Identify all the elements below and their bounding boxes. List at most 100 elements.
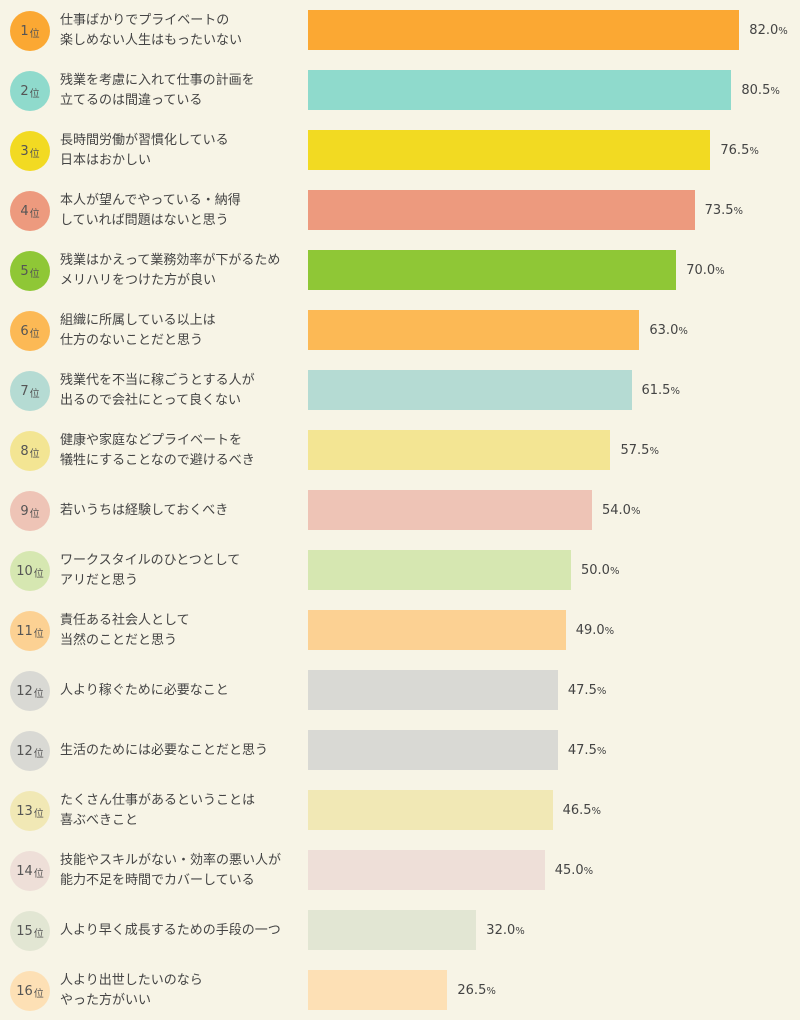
data-label-unit: % (591, 806, 602, 817)
data-label-value: 70.0 (686, 263, 716, 278)
chart-row: 15 位人より早く成長するための手段の一つ 32.0% (0, 900, 800, 960)
category-label-line: 人より出世したいのなら (60, 973, 203, 988)
category-label-line: アリだと思う (60, 573, 139, 588)
chart-row: 5 位残業はかえって業務効率が下がるため メリハリをつけた方が良い 70.0% (0, 240, 800, 300)
data-label-unit: % (749, 146, 759, 157)
rank-number: 10 (16, 563, 33, 579)
chart-row: 16 位人より出世したいのなら やった方がいい 26.5% (0, 960, 800, 1020)
chart-row: 1 位仕事ばかりでプライベートの 楽しめない人生はもったいない 82.0% (0, 0, 800, 60)
data-label-unit: % (649, 446, 659, 457)
chart-row: 8 位健康や家庭などプライベートを 犠牲にすることなので避けるべき 57.5% (0, 420, 800, 480)
data-label-unit: % (596, 746, 607, 757)
category-label-line: 残業はかえって業務効率が下がるため (60, 253, 281, 268)
rank-suffix: 位 (29, 148, 40, 160)
data-label: 47.5% (568, 730, 606, 770)
chart-row: 2 位残業を考慮に入れて仕事の計画を 立てるのは間違っている 80.5% (0, 60, 800, 120)
data-label-unit: % (678, 326, 688, 337)
category-label: 長時間労働が習慣化している 日本はおかしい (60, 130, 305, 172)
data-label: 50.0% (581, 550, 619, 590)
bar (308, 790, 553, 830)
rank-number: 6 (20, 323, 29, 339)
category-label-line: 生活のためには必要なことだと思う (60, 743, 269, 758)
rank-number: 15 (16, 923, 33, 939)
data-label-unit: % (486, 986, 496, 997)
rank-badge: 12 位 (10, 671, 50, 711)
data-label-value: 47.5 (567, 683, 597, 698)
data-label-unit: % (778, 26, 788, 37)
data-label-value: 32.0 (486, 923, 516, 938)
data-label-value: 76.5 (720, 143, 750, 158)
rank-badge: 10 位 (10, 551, 50, 591)
category-label: 若いうちは経験しておくべき (60, 490, 305, 532)
data-label-unit: % (733, 206, 744, 217)
rank-suffix: 位 (33, 748, 44, 760)
data-label-value: 50.0 (581, 563, 610, 578)
bar (308, 490, 592, 530)
rank-suffix: 位 (33, 688, 44, 700)
category-label-line: メリハリをつけた方が良い (60, 273, 217, 288)
rank-number: 13 (16, 803, 33, 819)
data-label-unit: % (715, 266, 725, 277)
rank-suffix: 位 (33, 568, 44, 580)
category-label-line: 責任ある社会人として (60, 613, 190, 628)
data-label-unit: % (609, 566, 620, 577)
bar (308, 430, 611, 470)
rank-number: 2 (20, 83, 29, 99)
rank-suffix: 位 (33, 928, 44, 940)
data-label-value: 57.5 (620, 443, 650, 458)
rank-suffix: 位 (29, 508, 40, 520)
category-label: たくさん仕事があるということは 喜ぶべきこと (60, 790, 305, 832)
data-label-value: 82.0 (749, 23, 779, 38)
category-label-line: していれば問題はないと思う (60, 213, 229, 228)
chart-row: 13 位たくさん仕事があるということは 喜ぶべきこと 46.5% (0, 780, 800, 840)
data-label-unit: % (630, 506, 641, 517)
data-label-unit: % (770, 86, 780, 97)
rank-badge: 16 位 (10, 971, 50, 1011)
bar (308, 730, 558, 770)
category-label-line: 組織に所属している以上は (60, 313, 216, 328)
data-label-value: 80.5 (741, 83, 771, 98)
category-label: 人より稼ぐために必要なこと (60, 670, 305, 712)
rank-badge: 13 位 (10, 791, 50, 831)
data-label-unit: % (604, 626, 615, 637)
category-label-line: やった方がいい (60, 993, 152, 1008)
bar (308, 10, 740, 50)
category-label: 本人が望んでやっている・納得 していれば問題はないと思う (60, 190, 305, 232)
bar (308, 250, 677, 290)
data-label-value: 61.5 (641, 383, 671, 398)
data-label-value: 49.0 (575, 623, 605, 638)
chart-row: 3 位長時間労働が習慣化している 日本はおかしい 76.5% (0, 120, 800, 180)
rank-number: 4 (20, 203, 29, 219)
chart-row: 7 位残業代を不当に稼ごうとする人が 出るので会社にとって良くない 61.5% (0, 360, 800, 420)
rank-suffix: 位 (33, 868, 44, 880)
category-label-line: 能力不足を時間でカバーしている (60, 873, 255, 888)
category-label-line: ワークスタイルのひとつとして (60, 553, 241, 568)
data-label-value: 46.5 (562, 803, 592, 818)
data-label: 63.0% (649, 310, 687, 350)
category-label-line: 仕事ばかりでプライベートの (60, 13, 230, 28)
category-label: 技能やスキルがない・効率の悪い人が 能力不足を時間でカバーしている (60, 850, 305, 892)
data-label-unit: % (670, 386, 680, 397)
rank-badge: 15 位 (10, 911, 50, 951)
rank-number: 11 (16, 623, 33, 639)
category-label: 組織に所属している以上は 仕方のないことだと思う (60, 310, 305, 352)
category-label-line: 本人が望んでやっている・納得 (60, 193, 241, 208)
data-label: 70.0% (686, 250, 724, 290)
chart-row: 12 位生活のためには必要なことだと思う 47.5% (0, 720, 800, 780)
rank-badge: 14 位 (10, 851, 50, 891)
data-label: 32.0% (486, 910, 524, 950)
data-label: 76.5% (720, 130, 758, 170)
data-label-value: 47.5 (567, 743, 597, 758)
bar (308, 670, 558, 710)
chart-row: 9 位若いうちは経験しておくべき 54.0% (0, 480, 800, 540)
category-label-line: 立てるのは間違っている (60, 93, 203, 108)
category-label-line: 若いうちは経験しておくべき (60, 503, 229, 518)
